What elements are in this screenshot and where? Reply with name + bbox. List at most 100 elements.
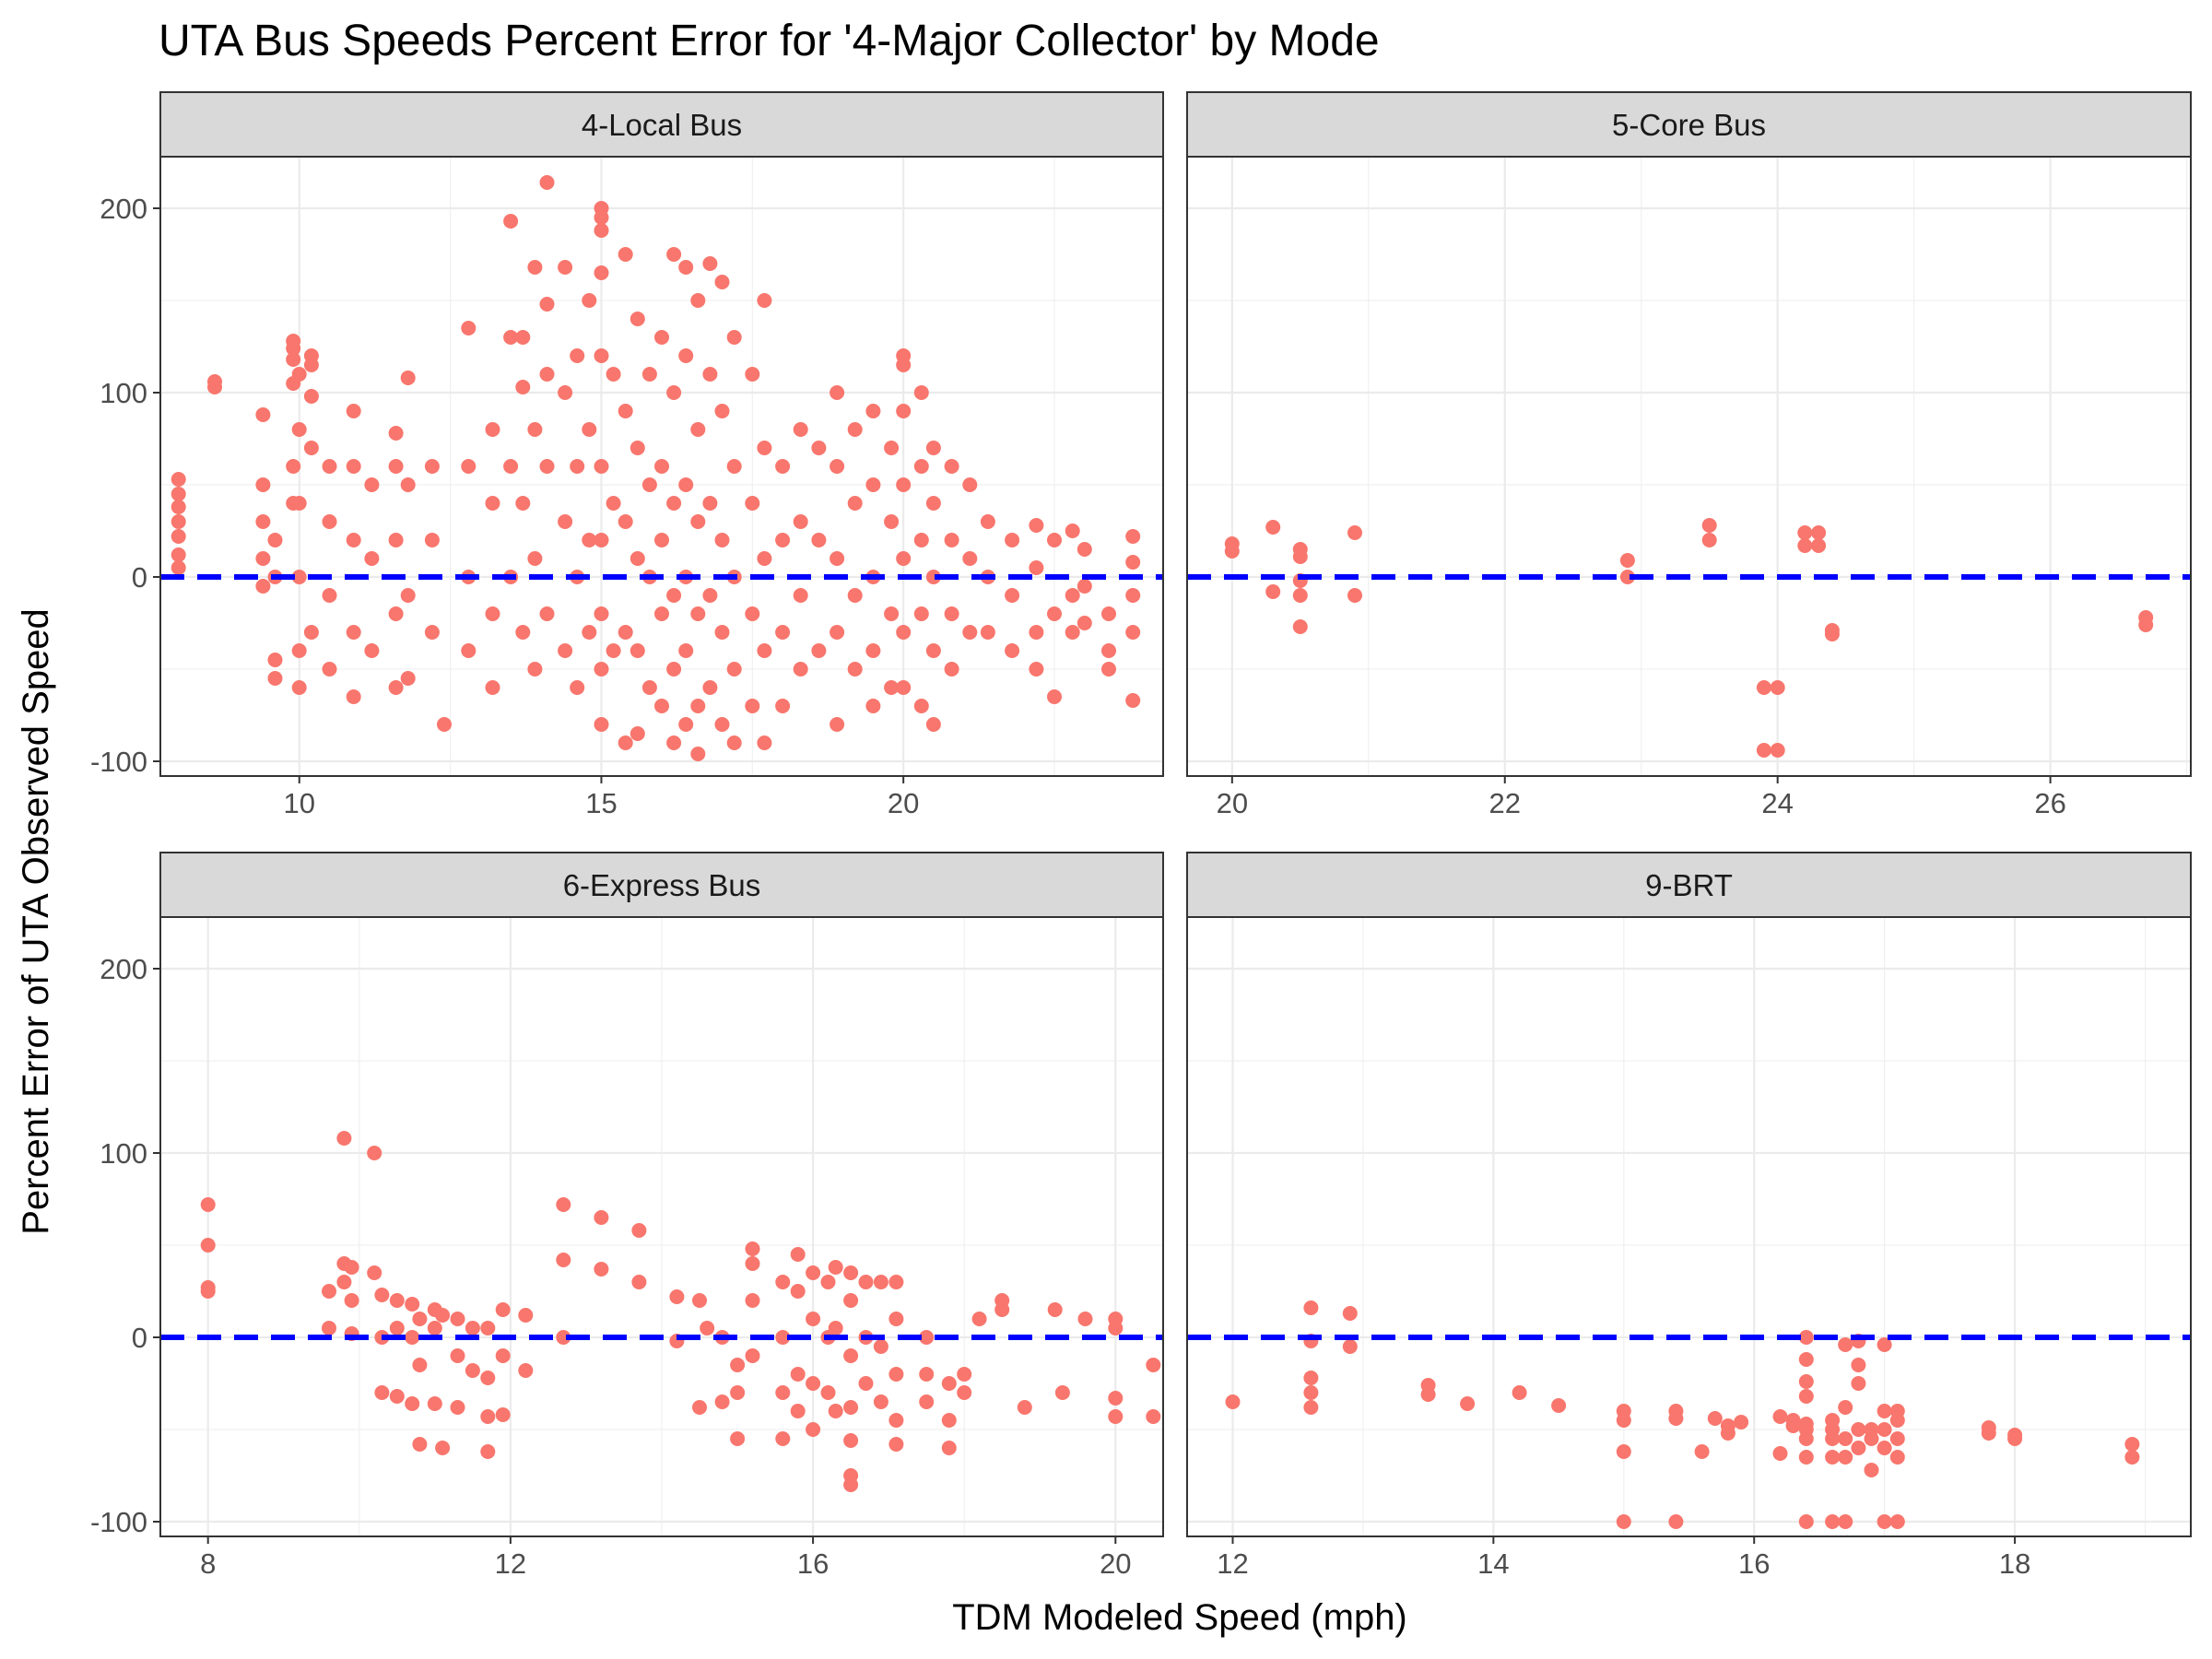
data-point: [1029, 625, 1044, 640]
y-tick-label: 100: [100, 377, 147, 409]
data-point: [678, 260, 694, 275]
data-point: [775, 625, 791, 640]
data-point: [629, 312, 645, 326]
data-point: [654, 533, 669, 547]
data-point: [843, 1265, 859, 1280]
data-point: [830, 625, 845, 640]
data-point: [865, 699, 881, 713]
data-point: [757, 293, 772, 308]
data-point: [1551, 1398, 1567, 1413]
data-point: [1824, 627, 1840, 641]
data-point: [1303, 1385, 1319, 1400]
data-point: [1825, 1431, 1841, 1446]
data-point: [1224, 544, 1240, 559]
points-layer: [1225, 1300, 2140, 1529]
data-point: [1811, 525, 1827, 540]
data-point: [811, 441, 827, 455]
data-point: [291, 570, 307, 584]
data-point: [873, 1339, 888, 1354]
data-point: [790, 1284, 806, 1299]
data-point: [980, 625, 995, 640]
data-point: [806, 1376, 821, 1391]
data-point: [790, 1247, 806, 1262]
data-point: [539, 606, 555, 621]
data-point: [690, 747, 706, 761]
points-layer: [171, 175, 1141, 761]
data-point: [913, 459, 929, 474]
data-point: [654, 606, 669, 621]
data-point: [678, 477, 694, 492]
data-point: [702, 256, 718, 271]
data-point: [1047, 689, 1062, 704]
data-point: [1029, 518, 1044, 533]
data-point: [412, 1358, 428, 1372]
data-point: [200, 1284, 216, 1299]
data-point: [775, 699, 791, 713]
data-point: [1838, 1450, 1853, 1465]
data-point: [485, 496, 500, 511]
facet-strip: [1186, 852, 2192, 918]
data-point: [1811, 538, 1827, 553]
data-point: [539, 175, 555, 190]
data-point: [495, 1407, 511, 1422]
data-point: [322, 459, 337, 474]
data-point: [888, 1413, 904, 1428]
x-tick-label: 14: [1477, 1547, 1509, 1580]
data-point: [1877, 1422, 1892, 1437]
data-point: [830, 717, 845, 732]
data-point: [515, 625, 531, 640]
data-point: [888, 1275, 904, 1289]
data-point: [806, 1422, 821, 1437]
data-point: [1851, 1422, 1866, 1437]
data-point: [775, 533, 791, 547]
data-point: [1108, 1391, 1124, 1406]
data-point: [843, 1433, 859, 1448]
data-point: [1851, 1376, 1866, 1391]
y-axis-title: Percent Error of UTA Observed Speed: [16, 608, 56, 1235]
data-point: [873, 1394, 888, 1409]
data-point: [858, 1376, 874, 1391]
data-point: [171, 487, 186, 501]
data-point: [1005, 533, 1020, 547]
data-point: [629, 726, 645, 741]
data-point: [641, 367, 657, 382]
data-point: [594, 210, 609, 225]
data-point: [388, 533, 404, 547]
data-point: [367, 1265, 382, 1280]
data-point: [1864, 1431, 1879, 1446]
x-axis-title: TDM Modeled Speed (mph): [952, 1597, 1407, 1638]
panel-border: [1186, 916, 2192, 1537]
data-point: [971, 1312, 987, 1326]
data-point: [962, 625, 978, 640]
data-point: [944, 533, 959, 547]
data-point: [389, 1321, 405, 1335]
data-point: [1798, 1431, 1814, 1446]
data-point: [594, 1210, 609, 1225]
data-point: [527, 551, 543, 566]
data-point: [641, 477, 657, 492]
data-point: [618, 247, 633, 262]
data-point: [957, 1367, 972, 1382]
x-tick-label: 24: [1761, 787, 1793, 819]
data-point: [346, 625, 361, 640]
data-point: [171, 547, 186, 562]
data-point: [1798, 1330, 1814, 1345]
data-point: [556, 1253, 571, 1267]
data-point: [941, 1376, 957, 1391]
data-point: [424, 459, 440, 474]
data-point: [388, 606, 404, 621]
x-tick-label: 20: [1100, 1547, 1131, 1580]
data-point: [346, 459, 361, 474]
data-point: [1047, 1302, 1063, 1317]
data-point: [1101, 643, 1116, 658]
facet-panel: 4-Local Bus 10 15 20 -100 0 100 200: [90, 91, 1164, 819]
data-point: [594, 533, 609, 547]
data-point: [726, 735, 742, 750]
data-point: [629, 441, 645, 455]
data-point: [1838, 1431, 1853, 1446]
data-point: [495, 1348, 511, 1363]
data-point: [495, 1302, 511, 1317]
data-point: [1877, 1404, 1892, 1418]
data-point: [944, 459, 959, 474]
x-tick-label: 20: [888, 787, 919, 819]
